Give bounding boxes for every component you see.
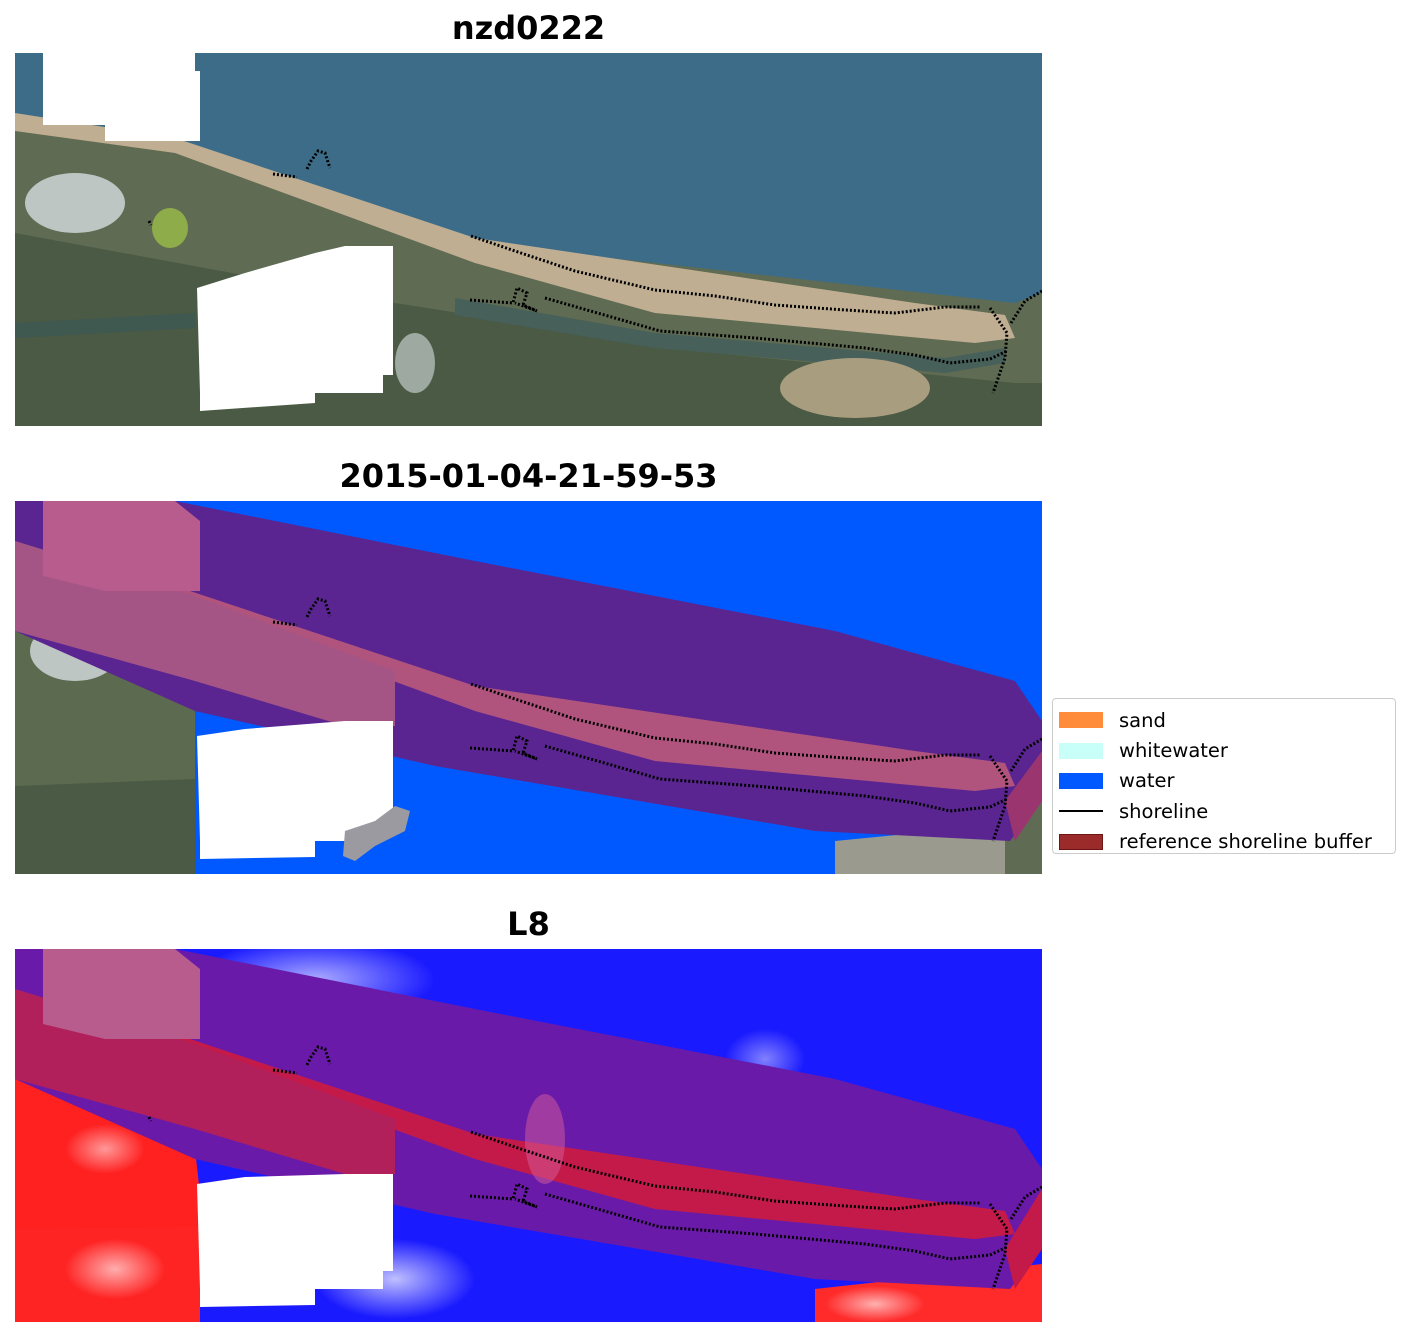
index-image (15, 949, 1042, 1322)
classified-image (15, 501, 1042, 874)
classified-image-panel (15, 501, 1042, 874)
rgb-image (15, 53, 1042, 426)
panel-title-classified: 2015-01-04-21-59-53 (339, 457, 718, 495)
legend-swatch-water (1059, 772, 1103, 789)
legend-swatch-shoreline (1059, 810, 1103, 813)
legend: sand whitewater water shoreline referenc… (1052, 698, 1396, 854)
legend-swatch-buffer (1059, 833, 1103, 850)
cloud-mask-top-left (43, 53, 200, 141)
legend-swatch-whitewater (1059, 742, 1103, 759)
cloud-mask-center (197, 246, 393, 411)
legend-label-whitewater: whitewater (1119, 739, 1228, 763)
legend-item-whitewater: whitewater (1059, 735, 1395, 765)
legend-item-water: water (1059, 766, 1395, 796)
panel-title-index: L8 (507, 905, 550, 943)
legend-label-buffer: reference shoreline buffer (1119, 830, 1372, 854)
legend-label-water: water (1119, 769, 1175, 793)
panel-title-rgb: nzd0222 (451, 9, 606, 47)
legend-swatch-sand (1059, 712, 1103, 729)
legend-item-buffer: reference shoreline buffer (1059, 827, 1395, 857)
legend-item-sand: sand (1059, 705, 1395, 735)
legend-item-shoreline: shoreline (1059, 796, 1395, 826)
legend-label-sand: sand (1119, 708, 1166, 732)
index-image-panel (15, 949, 1042, 1322)
legend-label-shoreline: shoreline (1119, 799, 1209, 823)
rgb-image-panel (15, 53, 1042, 426)
